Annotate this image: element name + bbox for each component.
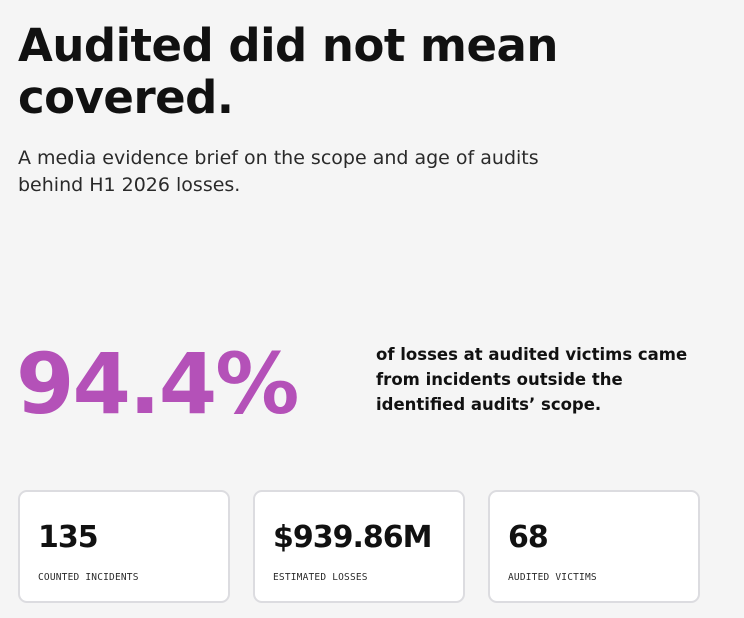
stat-card-value: $939.86M (273, 520, 432, 555)
stat-card-value: 68 (508, 520, 549, 555)
hero-stat-value: 94.4% (16, 335, 299, 433)
page-title: Audited did not mean covered. (18, 19, 558, 124)
stat-card-incidents: 135 COUNTED INCIDENTS (18, 490, 230, 603)
stat-card-label: AUDITED VICTIMS (508, 572, 597, 583)
page-subtitle: A media evidence brief on the scope and … (18, 147, 539, 196)
stat-card-value: 135 (38, 520, 99, 555)
hero-stat-description: of losses at audited victims came from i… (376, 345, 688, 414)
stat-card-victims: 68 AUDITED VICTIMS (488, 490, 700, 603)
stat-card-label: ESTIMATED LOSSES (273, 572, 368, 583)
stat-card-losses: $939.86M ESTIMATED LOSSES (253, 490, 465, 603)
stat-card-label: COUNTED INCIDENTS (38, 572, 139, 583)
